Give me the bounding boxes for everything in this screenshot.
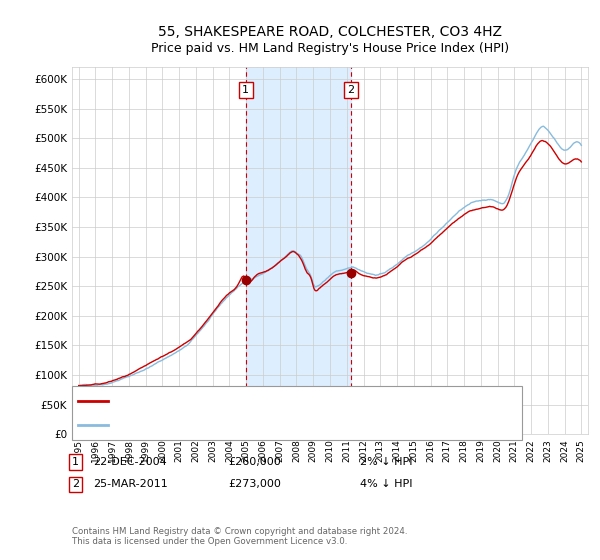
Text: 2% ↓ HPI: 2% ↓ HPI [360, 457, 413, 467]
Text: 25-MAR-2011: 25-MAR-2011 [93, 479, 168, 489]
Text: 2: 2 [347, 85, 354, 95]
Text: 1: 1 [242, 85, 249, 95]
Bar [246, 67, 350, 434]
Text: Contains HM Land Registry data © Crown copyright and database right 2024.
This d: Contains HM Land Registry data © Crown c… [72, 526, 407, 546]
Text: 55, SHAKESPEARE ROAD, COLCHESTER, CO3 4HZ (detached house): 55, SHAKESPEARE ROAD, COLCHESTER, CO3 4H… [113, 396, 466, 407]
Text: Price paid vs. HM Land Registry's House Price Index (HPI): Price paid vs. HM Land Registry's House … [151, 42, 509, 55]
Text: 55, SHAKESPEARE ROAD, COLCHESTER, CO3 4HZ: 55, SHAKESPEARE ROAD, COLCHESTER, CO3 4H… [158, 25, 502, 39]
Text: 2: 2 [72, 479, 79, 489]
Text: 22-DEC-2004: 22-DEC-2004 [93, 457, 167, 467]
Text: £260,000: £260,000 [228, 457, 281, 467]
Text: 1: 1 [72, 457, 79, 467]
Text: £273,000: £273,000 [228, 479, 281, 489]
Text: 4% ↓ HPI: 4% ↓ HPI [360, 479, 413, 489]
Text: HPI: Average price, detached house, Colchester: HPI: Average price, detached house, Colc… [113, 419, 362, 430]
